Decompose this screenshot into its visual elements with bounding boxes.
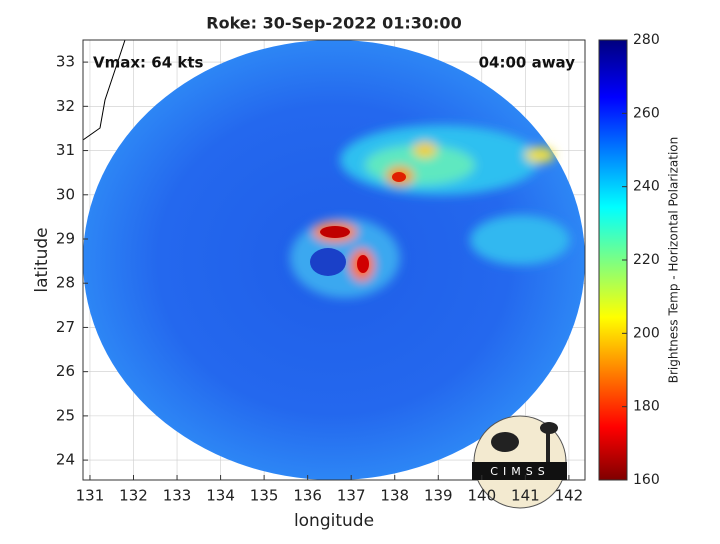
x-tick-label: 141 — [511, 487, 540, 505]
colorbar-tick-label: 200 — [633, 325, 660, 341]
logo: CIMSS — [472, 415, 567, 509]
x-tick-label: 131 — [76, 487, 105, 505]
colorbar-tick-label: 180 — [633, 399, 660, 415]
y-tick-label: 31 — [56, 141, 75, 159]
logo-text: CIMSS — [490, 465, 549, 478]
x-tick-label: 136 — [293, 487, 322, 505]
x-tick-label: 142 — [555, 487, 584, 505]
x-axis-label: longitude — [294, 511, 374, 531]
colorbar-tick-label: 160 — [633, 472, 660, 488]
y-tick-label: 27 — [56, 318, 75, 336]
colorbar-tick-label: 220 — [633, 252, 660, 268]
annotation: Vmax: 64 kts — [93, 54, 203, 72]
satellite-swath — [83, 40, 585, 480]
x-tick-label: 137 — [337, 487, 366, 505]
x-tick-label: 135 — [250, 487, 279, 505]
x-tick-label: 139 — [424, 487, 453, 505]
y-tick-label: 33 — [56, 53, 75, 71]
colorbar-tick-label: 280 — [633, 32, 660, 48]
annotation: 04:00 away — [479, 54, 576, 72]
x-tick-label: 133 — [163, 487, 192, 505]
y-tick-label: 28 — [56, 274, 75, 292]
colorbar-label: Brightness Temp - Horizontal Polarizatio… — [667, 137, 681, 384]
plot-frame — [82, 39, 586, 481]
colorbar-tick-label: 260 — [633, 105, 660, 121]
x-tick-label: 138 — [380, 487, 409, 505]
y-axis-label: latitude — [32, 227, 52, 292]
y-tick-label: 30 — [56, 185, 75, 203]
colorbar-tick-label: 240 — [633, 179, 660, 195]
x-tick-label: 132 — [119, 487, 148, 505]
y-tick-label: 25 — [56, 406, 75, 424]
x-tick-label: 134 — [206, 487, 235, 505]
y-tick-label: 26 — [56, 362, 75, 380]
title: Roke: 30-Sep-2022 01:30:00 — [206, 14, 461, 33]
x-tick-label: 140 — [467, 487, 496, 505]
y-tick-label: 32 — [56, 97, 75, 115]
y-tick-label: 24 — [56, 451, 75, 469]
y-tick-label: 29 — [56, 229, 75, 247]
